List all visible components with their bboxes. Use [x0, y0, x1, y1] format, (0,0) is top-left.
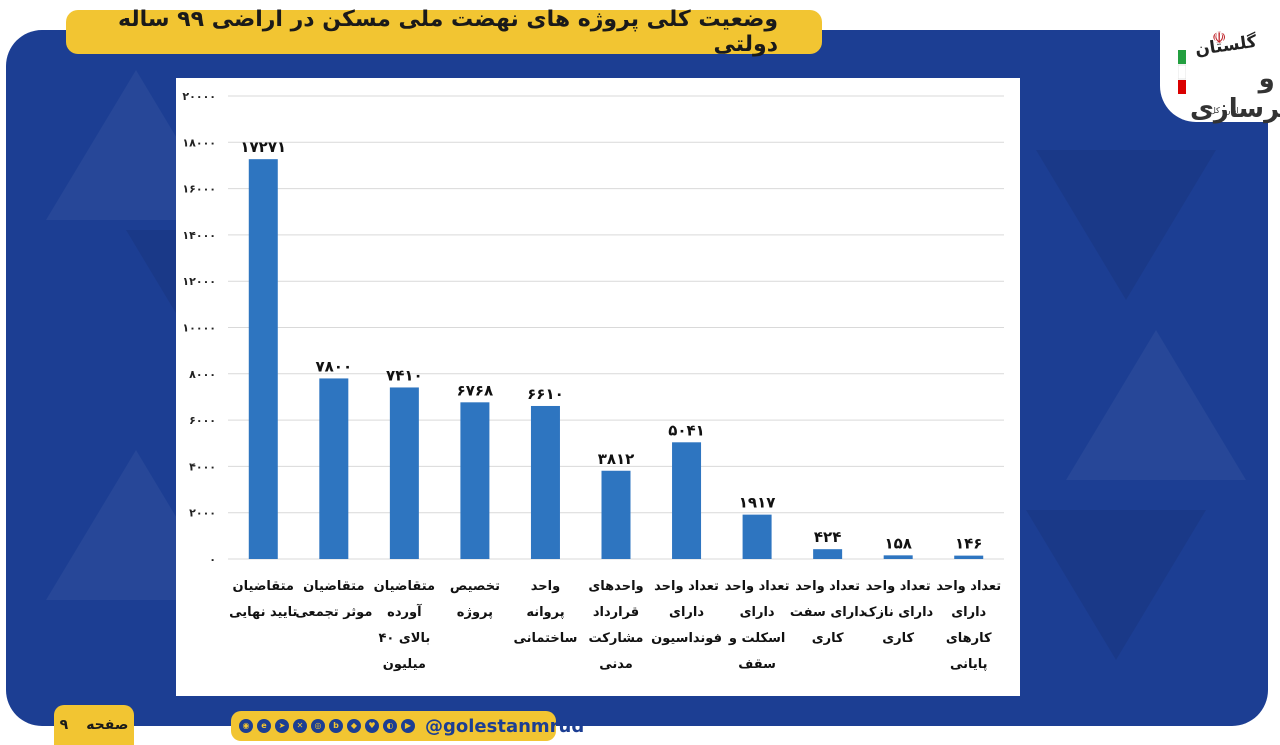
y-tick-label: ۰ — [209, 553, 216, 566]
x-category-label: بالای ۴۰ — [378, 631, 430, 646]
x-category-label: متقاضیان — [374, 579, 435, 594]
bale-icon[interactable]: b — [329, 719, 343, 733]
x-category-label: دارای سفت — [790, 605, 866, 620]
x-category-label: دارای نازک — [863, 605, 933, 620]
x-category-label: تعداد واحد — [725, 579, 790, 594]
x-category-label: متقاضیان — [233, 579, 294, 594]
x-category-label: تعداد واحد — [795, 579, 860, 594]
x-category-label: دارای — [740, 605, 775, 620]
data-label: ۷۸۰۰ — [316, 357, 353, 375]
logo-office: اداره کل — [1210, 106, 1239, 115]
chart-card: ۱۷۲۷۱ ۷۸۰۰ ۷۴۱۰ ۶۷۶۸ ۶۶۱۰ ۳۸۱۲ ۵۰۴۱ ۱۹۱۷ ۴۲۴ ۱۵۸ ۱… — [176, 78, 1020, 696]
bar-chart: ۱۷۲۷۱ ۷۸۰۰ ۷۴۱۰ ۶۷۶۸ ۶۶۱۰ ۳۸۱۲ ۵۰۴۱ ۱۹۱۷ ۴۲۴ ۱۵۸ ۱… — [182, 90, 1004, 672]
bar — [530, 405, 560, 559]
x-category-label: واحد — [531, 579, 560, 594]
y-tick-label: ۶۰۰۰ — [189, 414, 216, 427]
bar — [601, 470, 631, 559]
igap-icon[interactable]: ◐ — [383, 719, 397, 733]
y-tick-label: ۱۰۰۰۰ — [182, 322, 216, 335]
x-category-label: آورده — [387, 603, 422, 620]
decor-triangle — [1026, 510, 1206, 660]
y-tick-label: ۱۸۰۰۰ — [182, 136, 216, 149]
x-category-label: واحدهای — [588, 579, 643, 594]
data-label: ۱۹۱۷ — [739, 494, 776, 512]
bar — [319, 378, 349, 559]
bar — [883, 555, 913, 559]
whatsapp-icon[interactable]: ◉ — [239, 719, 253, 733]
x-category-label: کاری — [812, 631, 844, 646]
x-category-label: مدنی — [599, 657, 633, 672]
bar — [248, 159, 278, 559]
page-indicator: صفحه ۹ — [54, 705, 134, 745]
page-label: صفحه — [86, 717, 129, 733]
x-category-label: پروژه — [457, 605, 493, 620]
y-tick-label: ۱۲۰۰۰ — [182, 275, 216, 288]
x-category-label: کاری — [882, 631, 914, 646]
y-tick-label: ۲۰۰۰ — [189, 507, 216, 520]
x-category-label: تعداد واحد — [866, 579, 931, 594]
data-label: ۱۷۲۷۱ — [240, 138, 286, 156]
y-tick-label: ۱۶۰۰۰ — [182, 183, 216, 196]
x-category-label: سقف — [738, 657, 776, 672]
x-category-label: میلیون — [383, 657, 426, 672]
data-label: ۱۴۶ — [955, 535, 982, 553]
instagram-icon[interactable]: ◎ — [311, 719, 325, 733]
bar — [954, 555, 984, 559]
page-number: ۹ — [59, 717, 69, 733]
data-label: ۱۵۸ — [884, 534, 911, 552]
data-label: ۶۷۶۸ — [457, 381, 494, 399]
y-tick-label: ۸۰۰۰ — [189, 368, 216, 381]
x-category-label: مشارکت — [589, 631, 644, 646]
eitaa-icon[interactable]: e — [257, 719, 271, 733]
x-category-label: پروانه — [526, 605, 564, 620]
decor-triangle — [1036, 150, 1216, 300]
data-label: ۵۰۴۱ — [668, 421, 705, 439]
x-category-label: دارای — [951, 605, 986, 620]
x-category-label: پایانی — [950, 657, 988, 672]
x-category-label: تعداد واحد — [936, 579, 1001, 594]
bar — [460, 402, 490, 559]
aparat-icon[interactable]: ▶ — [401, 719, 415, 733]
x-category-label: کارهای — [946, 631, 992, 646]
x-category-label: موثر تجمعی — [295, 605, 372, 620]
x-category-label: دارای — [669, 605, 704, 620]
soroush-icon[interactable]: ♥ — [365, 719, 379, 733]
telegram-icon[interactable]: ➤ — [275, 719, 289, 733]
data-label: ۳۸۱۲ — [598, 450, 635, 468]
flag-icon — [1178, 50, 1186, 94]
page-title: وضعیت کلی پروژه های نهضت ملی مسکن در ارا… — [66, 7, 822, 57]
x-category-label: تایید نهایی — [229, 605, 297, 620]
data-label: ۴۲۴ — [814, 528, 841, 546]
social-handle[interactable]: @golestanmrud — [425, 715, 585, 737]
bar — [672, 442, 702, 559]
logo-ministry: راه و شهرسازی — [1190, 64, 1280, 124]
y-tick-label: ۲۰۰۰۰ — [182, 90, 216, 103]
y-tick-label: ۱۴۰۰۰ — [182, 229, 216, 242]
x-category-label: متقاضیان — [303, 579, 364, 594]
bar — [813, 549, 843, 559]
x-category-label: تعداد واحد — [654, 579, 719, 594]
y-tick-label: ۴۰۰۰ — [189, 460, 216, 473]
decor-triangle — [1066, 330, 1246, 480]
rubika-icon[interactable]: ◆ — [347, 719, 361, 733]
x-icon[interactable]: ✕ — [293, 719, 307, 733]
x-category-label: فونداسیون — [651, 631, 722, 646]
data-label: ۷۴۱۰ — [386, 366, 423, 384]
x-category-label: اسکلت و — [728, 631, 785, 646]
iran-emblem-icon: ☫ — [1212, 28, 1227, 47]
bar — [742, 514, 772, 559]
social-bar: ◉ e ➤ ✕ ◎ b ◆ ♥ ◐ ▶ @golestanmrud — [231, 711, 584, 741]
x-category-label: قرارداد — [593, 605, 639, 620]
x-category-label: تخصیص — [450, 579, 500, 594]
x-category-label: ساختمانی — [513, 631, 577, 646]
bar — [389, 387, 419, 559]
data-label: ۶۶۱۰ — [527, 385, 564, 403]
